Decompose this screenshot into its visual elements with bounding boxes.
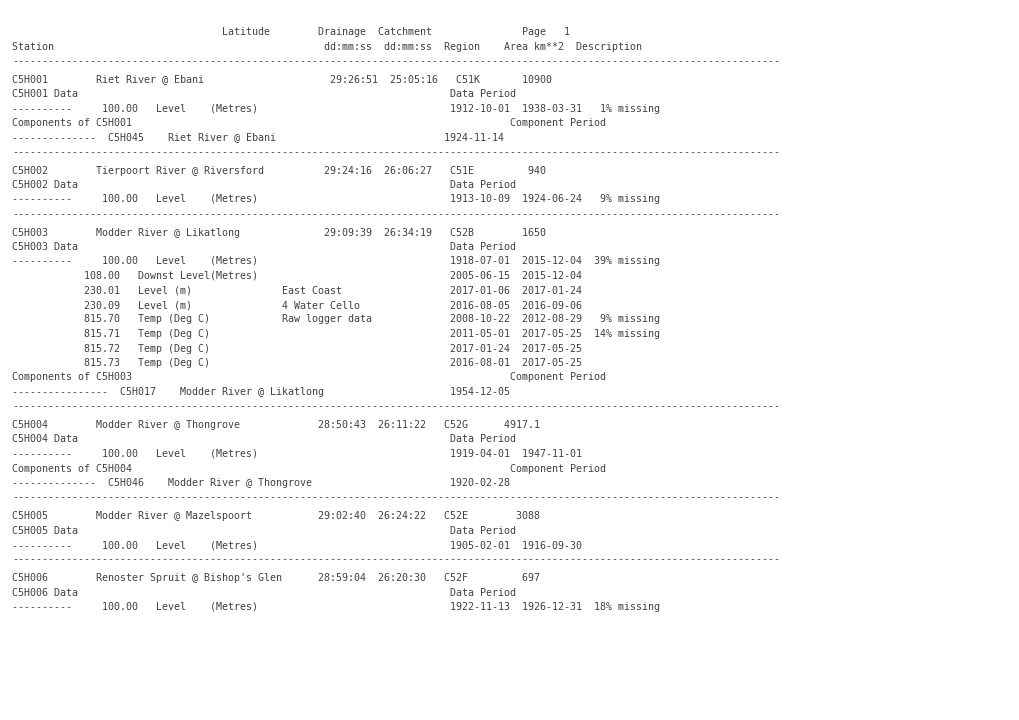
Text: --------------------------------------------------------------------------------: ----------------------------------------… [12,554,780,564]
Text: C5H004 Data                                                              Data Pe: C5H004 Data Data Pe [12,434,516,444]
Text: 230.01   Level (m)               East Coast                  2017-01-06  2017-01: 230.01 Level (m) East Coast 2017-01-06 2… [12,286,582,295]
Text: C5H001 Data                                                              Data Pe: C5H001 Data Data Pe [12,89,516,99]
Text: Station                                             dd:mm:ss  dd:mm:ss  Region  : Station dd:mm:ss dd:mm:ss Region [12,42,641,52]
Text: --------------------------------------------------------------------------------: ----------------------------------------… [12,56,780,66]
Text: C5H001        Riet River @ Ebani                     29:26:51  25:05:16   C51K  : C5H001 Riet River @ Ebani 29:26:51 25:05… [12,74,551,84]
Text: C5H003 Data                                                              Data Pe: C5H003 Data Data Pe [12,242,516,252]
Text: C5H002        Tierpoort River @ Riversford          29:24:16  26:06:27   C51E   : C5H002 Tierpoort River @ Riversford 29:2… [12,166,545,176]
Text: C5H006 Data                                                              Data Pe: C5H006 Data Data Pe [12,588,516,598]
Text: C5H004        Modder River @ Thongrove             28:50:43  26:11:22   C52G    : C5H004 Modder River @ Thongrove 28:50:43… [12,420,539,430]
Text: ----------     100.00   Level    (Metres)                                1912-10: ---------- 100.00 Level (Metres) 1912-10 [12,104,659,114]
Text: ----------     100.00   Level    (Metres)                                1913-10: ---------- 100.00 Level (Metres) 1913-10 [12,194,659,204]
Text: C5H003        Modder River @ Likatlong              29:09:39  26:34:19   C52B   : C5H003 Modder River @ Likatlong 29:09:39… [12,228,545,238]
Text: ----------------  C5H017    Modder River @ Likatlong                     1954-12: ---------------- C5H017 Modder River @ L… [12,387,510,397]
Text: C5H005 Data                                                              Data Pe: C5H005 Data Data Pe [12,526,516,536]
Text: ----------     100.00   Level    (Metres)                                1922-11: ---------- 100.00 Level (Metres) 1922-11 [12,602,659,612]
Text: Components of C5H003                                                            : Components of C5H003 [12,372,605,382]
Text: Components of C5H004                                                            : Components of C5H004 [12,464,605,474]
Text: 815.72   Temp (Deg C)                                        2017-01-24  2017-05: 815.72 Temp (Deg C) 2017-01-24 2017-05 [12,343,582,354]
Text: C5H002 Data                                                              Data Pe: C5H002 Data Data Pe [12,180,516,190]
Text: --------------------------------------------------------------------------------: ----------------------------------------… [12,492,780,503]
Text: Latitude        Drainage  Catchment               Page   1: Latitude Drainage Catchment Page 1 [12,27,570,37]
Text: 815.73   Temp (Deg C)                                        2016-08-01  2017-05: 815.73 Temp (Deg C) 2016-08-01 2017-05 [12,358,582,368]
Text: --------------  C5H045    Riet River @ Ebani                            1924-11-: -------------- C5H045 Riet River @ Ebani… [12,132,503,143]
Text: ----------     100.00   Level    (Metres)                                1919-04: ---------- 100.00 Level (Metres) 1919-04 [12,449,582,459]
Text: 230.09   Level (m)               4 Water Cello               2016-08-05  2016-09: 230.09 Level (m) 4 Water Cello 2016-08-0… [12,300,582,310]
Text: --------------  C5H046    Modder River @ Thongrove                       1920-02: -------------- C5H046 Modder River @ Tho… [12,478,510,488]
Text: 815.71   Temp (Deg C)                                        2011-05-01  2017-05: 815.71 Temp (Deg C) 2011-05-01 2017-05 [12,329,659,339]
Text: --------------------------------------------------------------------------------: ----------------------------------------… [12,402,780,412]
Text: 108.00   Downst Level(Metres)                                2005-06-15  2015-12: 108.00 Downst Level(Metres) 2005-06-15 2… [12,271,582,281]
Text: --------------------------------------------------------------------------------: ----------------------------------------… [12,209,780,219]
Text: --------------------------------------------------------------------------------: ----------------------------------------… [12,147,780,157]
Text: C5H006        Renoster Spruit @ Bishop's Glen      28:59:04  26:20:30   C52F    : C5H006 Renoster Spruit @ Bishop's Glen 2… [12,573,539,583]
Text: 815.70   Temp (Deg C)            Raw logger data             2008-10-22  2012-08: 815.70 Temp (Deg C) Raw logger data 2008… [12,315,659,325]
Text: C5H005        Modder River @ Mazelspoort           29:02:40  26:24:22   C52E    : C5H005 Modder River @ Mazelspoort 29:02:… [12,511,539,521]
Text: ----------     100.00   Level    (Metres)                                1905-02: ---------- 100.00 Level (Metres) 1905-02 [12,540,582,550]
Text: Components of C5H001                                                            : Components of C5H001 [12,118,605,128]
Text: ----------     100.00   Level    (Metres)                                1918-07: ---------- 100.00 Level (Metres) 1918-07 [12,256,659,266]
